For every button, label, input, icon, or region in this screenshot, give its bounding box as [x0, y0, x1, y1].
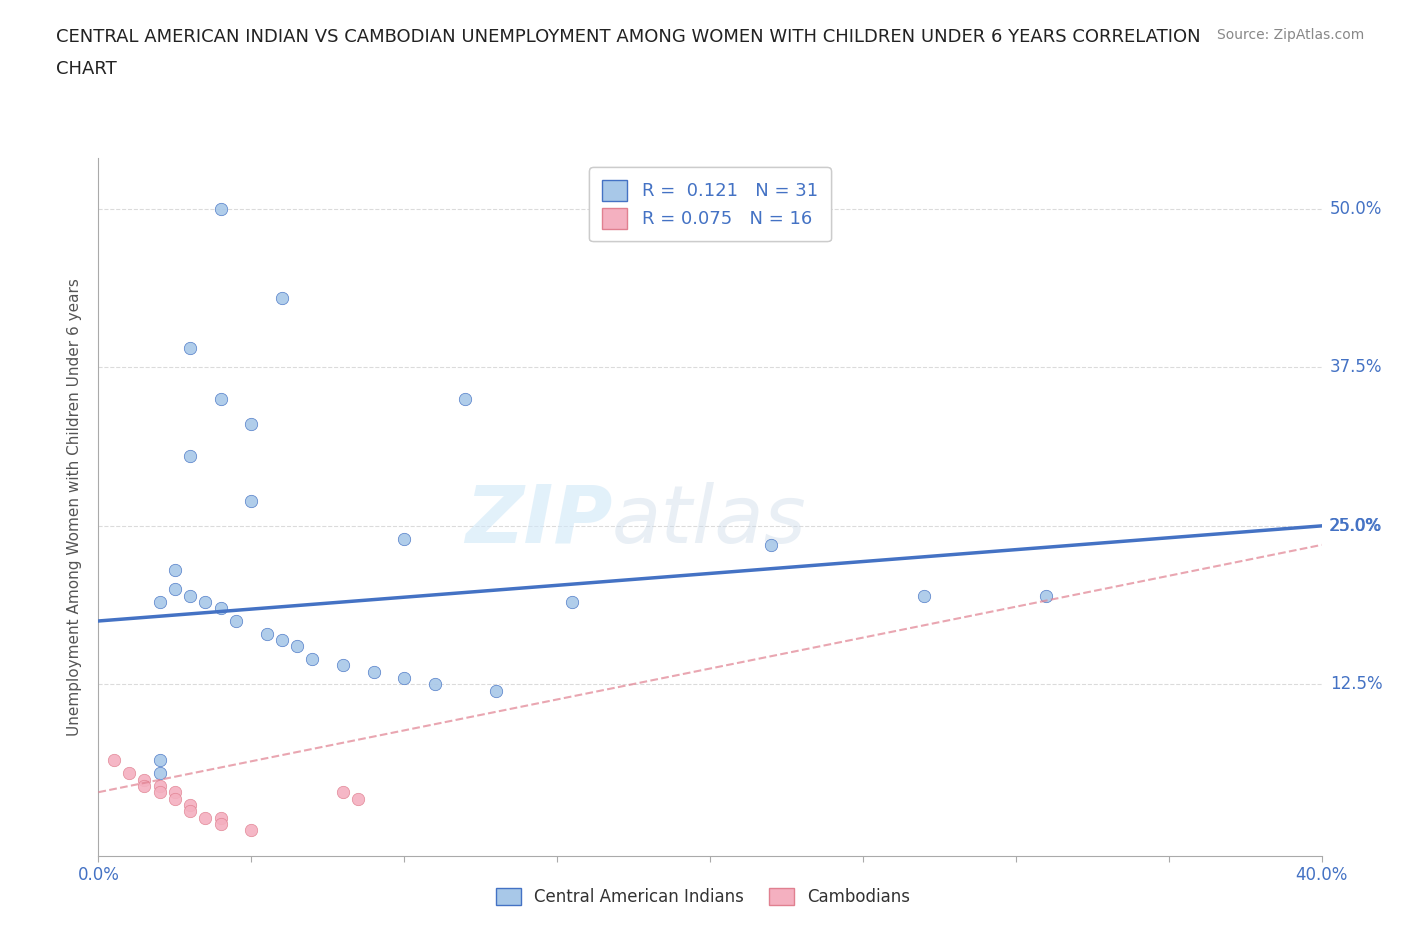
Point — [194, 810, 217, 825]
Legend: Central American Indians, Cambodians: Central American Indians, Cambodians — [489, 881, 917, 912]
Text: atlas: atlas — [612, 482, 807, 560]
Text: 25.0%: 25.0% — [1330, 517, 1382, 535]
Text: 12.5%: 12.5% — [1330, 675, 1382, 694]
Text: Source: ZipAtlas.com: Source: ZipAtlas.com — [1216, 28, 1364, 42]
Point — [392, 671, 416, 685]
Point — [149, 785, 172, 800]
Point — [134, 772, 156, 787]
Text: CHART: CHART — [56, 60, 117, 78]
Point — [163, 791, 186, 806]
Point — [209, 601, 232, 616]
Point — [759, 538, 782, 552]
Legend: R =  0.121   N = 31, R = 0.075   N = 16: R = 0.121 N = 31, R = 0.075 N = 16 — [589, 167, 831, 242]
Text: 37.5%: 37.5% — [1330, 358, 1382, 377]
Text: 25.0%: 25.0% — [1329, 517, 1381, 535]
Point — [332, 785, 354, 800]
Point — [240, 417, 263, 432]
Point — [485, 684, 508, 698]
Point — [179, 804, 201, 818]
Point — [149, 594, 172, 609]
Text: 50.0%: 50.0% — [1330, 200, 1382, 218]
Point — [363, 664, 385, 679]
Point — [240, 493, 263, 508]
Y-axis label: Unemployment Among Women with Children Under 6 years: Unemployment Among Women with Children U… — [67, 278, 83, 736]
Point — [392, 531, 416, 546]
Point — [270, 290, 292, 305]
Point — [134, 778, 156, 793]
Point — [163, 563, 186, 578]
Point — [163, 785, 186, 800]
Point — [454, 392, 477, 406]
Point — [347, 791, 370, 806]
Point — [1035, 588, 1057, 603]
Text: CENTRAL AMERICAN INDIAN VS CAMBODIAN UNEMPLOYMENT AMONG WOMEN WITH CHILDREN UNDE: CENTRAL AMERICAN INDIAN VS CAMBODIAN UNE… — [56, 28, 1201, 46]
Point — [209, 810, 232, 825]
Point — [285, 639, 308, 654]
Point — [209, 817, 232, 831]
Point — [103, 753, 125, 768]
Point — [179, 797, 201, 812]
Point — [179, 341, 201, 356]
Point — [209, 392, 232, 406]
Point — [256, 626, 278, 641]
Point — [332, 658, 354, 672]
Point — [194, 594, 217, 609]
Point — [149, 753, 172, 768]
Point — [149, 778, 172, 793]
Point — [149, 765, 172, 780]
Point — [270, 632, 292, 647]
Point — [225, 614, 247, 629]
Point — [301, 652, 323, 667]
Point — [240, 823, 263, 838]
Point — [118, 765, 141, 780]
Point — [423, 677, 446, 692]
Text: ZIP: ZIP — [465, 482, 612, 560]
Point — [163, 582, 186, 597]
Point — [209, 202, 232, 217]
Point — [912, 588, 935, 603]
Point — [561, 594, 583, 609]
Point — [179, 448, 201, 463]
Point — [179, 588, 201, 603]
